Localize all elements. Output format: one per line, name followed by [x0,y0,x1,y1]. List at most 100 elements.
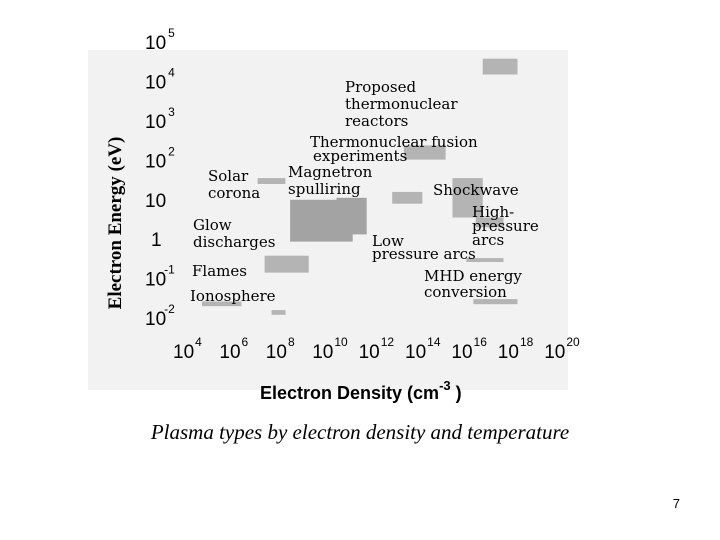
y-tick-5: 1 [151,230,162,251]
annotation-11: MHD energy conversion [424,267,522,301]
y-tick-1: 10 4 [145,66,175,94]
y-tick-7-base: 10 [145,309,166,330]
x-tick-0-exp: 4 [195,335,202,349]
y-tick-1-exp: 4 [168,66,175,80]
annotation-1-line-0: Thermonuclear fusion [310,133,478,151]
x-tick-7-base: 10 [498,342,519,363]
x-tick-1-exp: 6 [242,335,249,349]
y-tick-4-base: 10 [145,191,166,212]
x-tick-1-base: 10 [219,342,240,363]
x-tick-2-base: 10 [266,342,287,363]
x-tick-6: 1016 [451,335,487,363]
annotation-3-line-1: corona [208,184,260,202]
annotation-2: experiments [313,147,407,165]
x-tick-5: 1014 [405,335,441,363]
region-8 [264,255,309,273]
annotation-0: Proposed thermonuclear reactors [345,78,458,130]
region-11 [271,310,286,315]
y-tick-3-base: 10 [145,151,166,172]
annotation-2-line-0: experiments [313,147,407,165]
y-tick-0: 10 5 [145,26,175,54]
annotation-6-line-0: Glow [193,216,232,234]
y-axis-label: Electron Energy (eV) [105,137,126,310]
region-10 [202,301,242,307]
annotation-10-line-0: Flames [192,262,247,280]
y-tick-6-exp: -1 [164,263,175,277]
y-tick-7: 10-2 [145,302,175,330]
x-tick-0: 104 [173,335,202,363]
page-number: 7 [672,496,680,511]
plasma-chart: Proposed thermonuclear reactors Thermonucle… [88,26,580,403]
annotation-7-line-2: arcs [472,231,504,249]
x-tick-5-exp: 14 [427,335,441,349]
x-tick-4-exp: 12 [381,335,395,349]
annotations-layer: Proposed thermonuclear reactors Thermonucle… [190,78,539,305]
annotation-11-line-1: conversion [424,283,507,301]
x-axis-label: Electron Density (cm-3 ) [260,378,462,403]
y-tick-2-exp: 3 [168,105,175,119]
annotation-0-line-0: Proposed [345,78,417,96]
y-tick-5-base: 1 [151,230,162,251]
region-5 [392,191,423,204]
y-tick-1-base: 10 [145,73,166,94]
annotation-11-line-0: MHD energy [424,267,522,285]
annotation-7-line-1: pressure [472,217,539,235]
y-tick-3: 10 2 [145,144,175,172]
x-tick-4-base: 10 [359,342,380,363]
annotation-3-line-0: Solar [208,167,249,185]
y-tick-6: 10-1 [145,263,175,291]
annotation-9-line-0: pressure arcs [372,245,476,263]
annotation-3: Solar corona [208,167,260,202]
annotation-12: Ionosphere [190,287,276,305]
region-12 [473,299,518,305]
y-tick-4: 10 [145,191,166,212]
x-axis-label-close: ) [451,383,462,403]
region-6 [452,178,483,218]
y-tick-2: 10 3 [145,105,175,133]
x-tick-2: 108 [266,335,295,363]
annotation-4: Magnetron spulliring [288,163,373,198]
region-7 [475,217,504,228]
y-tick-7-exp: -2 [164,302,175,316]
annotation-6: Glow discharges [193,216,275,251]
x-axis-label-exponent: -3 [439,378,451,393]
annotation-7-line-0: High- [472,203,514,221]
x-tick-1: 106 [219,335,248,363]
figure-caption: Plasma types by electron density and tem… [150,420,570,444]
x-tick-3: 1010 [312,335,348,363]
annotation-4-line-1: spulliring [288,180,361,198]
annotation-10: Flames [192,262,247,280]
x-tick-7-exp: 18 [520,335,534,349]
annotation-5-line-0: Shockwave [433,181,519,199]
y-tick-0-base: 10 [145,33,166,54]
y-tick-3-exp: 2 [168,144,175,158]
region-0 [482,58,518,75]
annotation-8-line-0: Low [372,232,404,250]
annotation-0-line-1: thermonuclear [345,95,458,113]
region-2 [257,178,286,184]
x-tick-4: 1012 [359,335,395,363]
regions-layer [202,58,518,315]
x-tick-8-base: 10 [544,342,565,363]
annotation-6-line-1: discharges [193,233,275,251]
x-tick-7: 1018 [498,335,534,363]
annotation-7: High-pressure arcs [472,203,539,249]
x-tick-6-exp: 16 [474,335,488,349]
annotation-0-line-2: reactors [345,112,408,130]
region-9 [466,258,504,262]
annotation-5: Shockwave [433,181,519,199]
x-tick-0-base: 10 [173,342,194,363]
region-4 [290,199,353,242]
y-tick-6-base: 10 [145,270,166,291]
x-tick-8-exp: 20 [566,335,580,349]
region-1 [403,145,446,160]
x-tick-8: 1020 [544,335,580,363]
x-tick-labels: 104 106 108 1010 1012 1014 1016 1018 1020 [173,335,580,363]
x-tick-3-base: 10 [312,342,333,363]
x-tick-2-exp: 8 [288,335,295,349]
y-tick-2-base: 10 [145,112,166,133]
annotation-8: Low [372,232,404,250]
annotation-9: pressure arcs [372,245,476,263]
y-tick-0-exp: 5 [168,26,175,40]
